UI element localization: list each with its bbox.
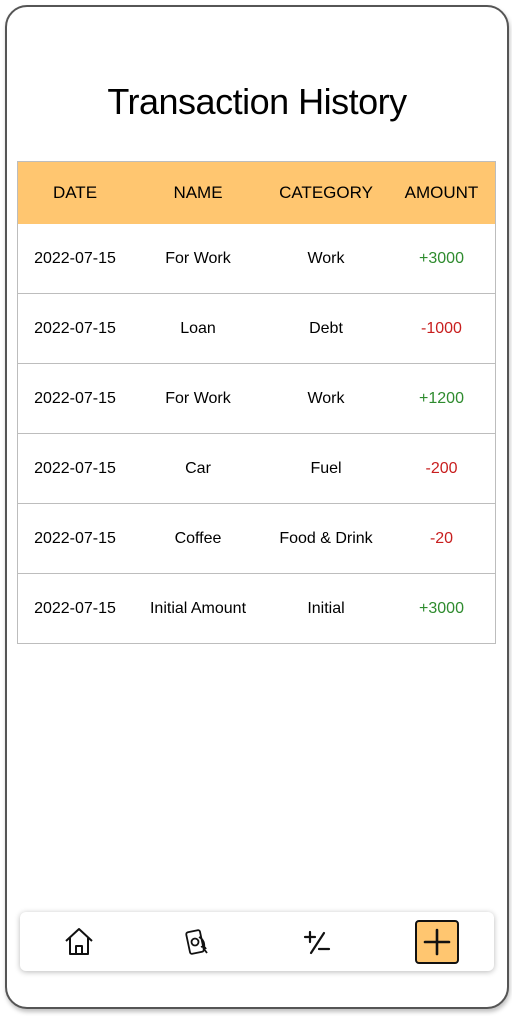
amount-cell: -1000	[421, 319, 462, 337]
name-cell: For Work	[165, 249, 231, 267]
column-header-category: CATEGORY	[279, 183, 373, 202]
date-cell: 2022-07-15	[34, 319, 116, 337]
nav-transactions-button[interactable]	[177, 921, 219, 963]
date-cell: 2022-07-15	[34, 599, 116, 617]
home-icon	[65, 928, 93, 955]
name-cell: Car	[185, 459, 211, 477]
date-cell: 2022-07-15	[34, 529, 116, 547]
table-row[interactable]: 2022-07-15 Initial Amount Initial +3000	[18, 573, 495, 643]
table-row[interactable]: 2022-07-15 Car Fuel -200	[18, 433, 495, 503]
date-cell: 2022-07-15	[34, 249, 116, 267]
table-row[interactable]: 2022-07-15 Loan Debt -1000	[18, 293, 495, 363]
date-cell: 2022-07-15	[34, 459, 116, 477]
nav-home-button[interactable]	[58, 921, 100, 963]
nav-add-button[interactable]	[415, 920, 459, 964]
column-header-date: DATE	[52, 183, 98, 202]
name-cell: Initial Amount	[149, 599, 247, 617]
category-cell: Work	[307, 389, 345, 407]
money-hand-icon	[185, 929, 208, 955]
plus-minus-icon	[303, 930, 331, 955]
table-row[interactable]: 2022-07-15 For Work Work +1200	[18, 363, 495, 433]
amount-cell: -20	[429, 529, 454, 547]
nav-plus-minus-button[interactable]	[296, 921, 338, 963]
bottom-nav	[20, 912, 494, 971]
category-cell: Debt	[309, 319, 343, 337]
amount-cell: +3000	[419, 249, 464, 267]
name-cell: For Work	[165, 389, 231, 407]
date-cell: 2022-07-15	[34, 389, 116, 407]
column-header-name: NAME	[173, 183, 223, 202]
category-cell: Initial	[307, 599, 345, 617]
column-header-amount: AMOUNT	[404, 183, 479, 202]
category-cell: Food & Drink	[279, 529, 373, 547]
amount-cell: -200	[425, 459, 458, 477]
table-row[interactable]: 2022-07-15 Coffee Food & Drink -20	[18, 503, 495, 573]
name-cell: Loan	[180, 319, 216, 337]
name-cell: Coffee	[174, 529, 222, 547]
amount-cell: +3000	[419, 599, 464, 617]
page-title: Transaction History	[107, 81, 407, 122]
table-header-row: DATE NAME CATEGORY AMOUNT	[18, 162, 495, 224]
amount-cell: +1200	[419, 389, 464, 407]
table-body: 2022-07-15 For Work Work +3000 2022-07-15 Loa…	[18, 224, 495, 643]
category-cell: Work	[307, 249, 345, 267]
category-cell: Fuel	[310, 459, 342, 477]
table-row[interactable]: 2022-07-15 For Work Work +3000	[18, 224, 495, 293]
add-icon	[423, 928, 451, 956]
transaction-table: DATE NAME CATEGORY AMOUNT 2022-07-15 For …	[17, 161, 496, 644]
phone-frame: Transaction History DATE NAME CATEGORY A…	[5, 5, 509, 1009]
